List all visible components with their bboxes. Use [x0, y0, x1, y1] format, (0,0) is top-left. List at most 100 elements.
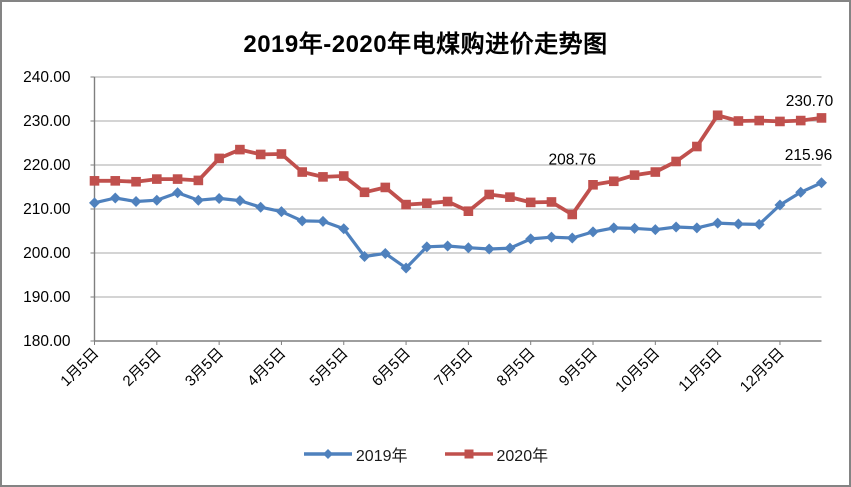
legend-label-2019: 2019年 [355, 448, 408, 465]
data-point-2019 [545, 231, 557, 243]
legend-item-2020: 2020年 [444, 442, 549, 466]
legend-label-2020: 2020年 [496, 448, 549, 465]
legend-line-diamond-icon [303, 449, 352, 459]
data-label: 230.70 [786, 93, 834, 110]
x-axis-label: 5月5日 [307, 345, 352, 390]
data-point-2019 [629, 222, 641, 234]
data-point-2019 [442, 240, 454, 252]
data-point-2020 [255, 149, 266, 160]
data-label: 208.76 [549, 151, 596, 168]
y-axis-label: 230.00 [23, 113, 71, 130]
data-point-2020 [505, 192, 515, 202]
data-point-2020 [422, 198, 432, 209]
y-axis-label: 200.00 [23, 245, 71, 262]
data-label: 215.96 [785, 147, 832, 164]
x-axis-label: 7月5日 [431, 345, 476, 390]
data-point-2019 [753, 218, 765, 230]
data-point-2019 [89, 197, 100, 209]
data-point-2019 [172, 187, 184, 199]
data-point-2019 [566, 232, 578, 244]
data-point-2019 [338, 223, 350, 235]
data-point-2020 [442, 196, 453, 207]
data-point-2020 [110, 176, 121, 186]
data-point-2020 [733, 116, 744, 126]
data-point-2020 [214, 153, 224, 164]
data-point-2020 [276, 149, 287, 159]
data-point-2019 [213, 192, 225, 204]
data-point-2019 [151, 194, 163, 206]
chart-title: 2019年-2020年电煤购进价走势图 [243, 31, 608, 58]
data-point-2020 [671, 156, 681, 167]
data-point-2019 [400, 262, 412, 274]
data-point-2020 [463, 206, 474, 216]
data-point-2019 [712, 217, 724, 229]
data-point-2020 [338, 171, 349, 181]
y-axis-label: 240.00 [23, 69, 71, 86]
data-point-2020 [152, 174, 162, 184]
data-point-2019 [421, 241, 433, 253]
data-point-2020 [359, 187, 370, 198]
data-point-2019 [774, 199, 786, 211]
data-point-2019 [379, 247, 391, 259]
data-point-2020 [816, 113, 827, 123]
data-point-2020 [193, 175, 204, 186]
x-axis-label: 4月5日 [244, 345, 289, 390]
legend-line-square-icon [444, 449, 493, 459]
data-point-2019 [462, 242, 474, 254]
data-point-2019 [691, 222, 703, 234]
data-point-2020 [172, 174, 183, 184]
data-point-2020 [318, 172, 328, 182]
x-axis-label: 1月5日 [57, 345, 102, 390]
data-point-2020 [692, 141, 702, 152]
data-point-2020 [546, 197, 557, 207]
data-point-2020 [297, 167, 308, 177]
series-line-2019 [94, 181, 823, 270]
data-point-2019 [732, 218, 744, 230]
data-point-2020 [380, 182, 391, 193]
data-point-2019 [649, 224, 661, 236]
x-axis-label: 3月5日 [182, 345, 227, 390]
data-point-2019 [525, 233, 537, 245]
data-point-2020 [89, 176, 100, 186]
x-axis-label: 6月5日 [369, 345, 414, 390]
x-axis-label: 10月5日 [612, 345, 663, 396]
data-point-2019 [587, 226, 599, 238]
data-point-2019 [816, 177, 827, 189]
y-axis-label: 180.00 [23, 333, 71, 350]
legend-item-2019: 2019年 [303, 442, 408, 466]
y-axis-label: 210.00 [23, 201, 71, 218]
data-point-2020 [525, 197, 536, 208]
data-point-2020 [131, 176, 141, 187]
x-axis-label: 12月5日 [737, 345, 788, 396]
data-point-2019 [275, 206, 287, 218]
data-point-2020 [588, 180, 598, 190]
data-point-2020 [775, 116, 785, 127]
data-point-2020 [235, 144, 245, 155]
data-point-2020 [650, 167, 661, 177]
data-point-2019 [670, 221, 682, 233]
chart-legend: 2019年 2020年 [2, 442, 849, 466]
data-point-2020 [608, 176, 619, 187]
data-point-2020 [401, 199, 411, 210]
x-axis-label: 2月5日 [120, 345, 165, 390]
data-point-2020 [795, 115, 806, 126]
x-axis-label: 8月5日 [493, 345, 538, 390]
data-point-2020 [567, 209, 578, 220]
data-point-2020 [484, 189, 494, 200]
x-axis-label: 9月5日 [556, 345, 601, 390]
data-point-2019 [317, 215, 329, 227]
data-point-2019 [109, 192, 121, 204]
data-point-2019 [795, 186, 807, 198]
data-point-2019 [359, 251, 371, 263]
data-point-2020 [712, 110, 723, 121]
y-axis-label: 190.00 [23, 289, 71, 306]
data-point-2019 [255, 201, 267, 213]
data-point-2019 [504, 242, 516, 254]
data-point-2019 [192, 194, 204, 206]
y-axis-label: 220.00 [23, 157, 71, 174]
data-point-2020 [629, 170, 640, 180]
data-point-2019 [234, 195, 246, 207]
data-point-2019 [130, 196, 142, 208]
